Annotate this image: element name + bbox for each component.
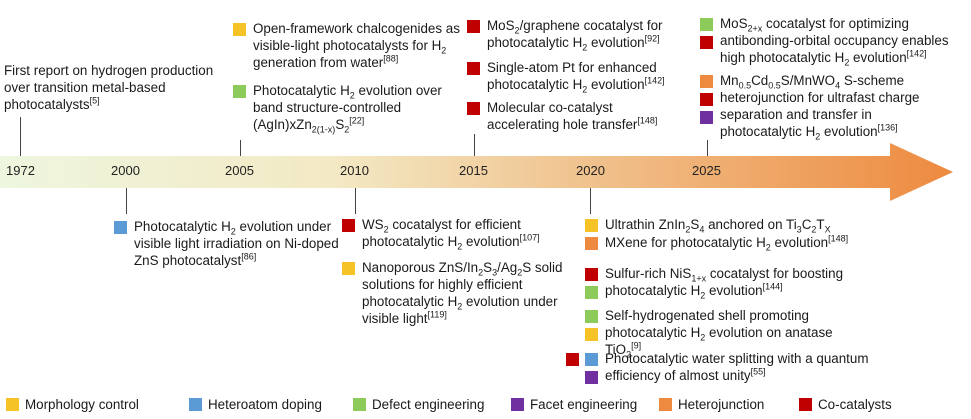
cocatalyst-swatch	[467, 62, 480, 75]
event-2020-mxene: MXene for photocatalytic H2 evolution[14…	[585, 234, 865, 252]
morphology-control-swatch	[233, 23, 246, 36]
year-2010: 2010	[340, 163, 369, 178]
legend-swatch	[189, 398, 202, 411]
legend-defect: Defect engineering	[353, 396, 484, 413]
event-2020-znin2s4: Ultrathin ZnIn2S4 anchored on Ti3C2TX	[585, 216, 865, 234]
heteroatom-doping-swatch	[585, 353, 598, 366]
legend-cocatalysts: Co-catalysts	[799, 396, 892, 413]
legend-swatch	[799, 398, 812, 411]
cocatalyst-swatch	[342, 219, 355, 232]
heteroatom-doping-swatch	[114, 221, 127, 234]
defect-engineering-swatch	[585, 310, 598, 323]
legend-swatch	[6, 398, 19, 411]
cocatalyst-swatch	[585, 268, 598, 281]
facet-engineering-swatch	[585, 371, 598, 384]
event-2000: Photocatalytic H2 evolution under visibl…	[114, 218, 359, 269]
tick-2015	[474, 134, 475, 156]
event-2025-mos2x: MoS2+x cocatalyst for optimizing antibon…	[700, 15, 965, 67]
year-2000: 2000	[111, 163, 140, 178]
cocatalyst-swatch	[700, 36, 713, 49]
tick-2005	[240, 140, 241, 156]
morphology-control-swatch	[342, 262, 355, 275]
legend-heterojunction: Heterojunction	[659, 396, 764, 413]
cocatalyst-swatch	[467, 102, 480, 115]
tick-2020	[590, 188, 591, 214]
tick-1972	[20, 117, 21, 156]
event-1972: First report on hydrogen production over…	[4, 63, 214, 112]
event-2020-self-hydrogenated: Self-hydrogenated shell promoting photoc…	[585, 307, 865, 359]
event-2010-ws2: WS2 cocatalyst for efficient photocataly…	[342, 216, 584, 251]
event-2005-open-framework: Open-framework chalcogenides as visible-…	[233, 20, 473, 71]
event-2020-water-splitting: Photocatalytic water splitting with a qu…	[566, 350, 905, 384]
morphology-control-swatch	[585, 328, 598, 341]
event-2005-band-structure: Photocatalytic H2 evolution over band st…	[233, 82, 468, 134]
event-2025-mncds: Mn0.5Cd0.5S/MnWO4 S-scheme heterojunctio…	[700, 72, 945, 141]
legend-swatch	[511, 398, 524, 411]
tick-2000	[126, 188, 127, 214]
year-2005: 2005	[225, 163, 254, 178]
legend-swatch	[353, 398, 366, 411]
morphology-control-swatch	[585, 219, 598, 232]
cocatalyst-swatch	[566, 353, 579, 366]
event-2015-mos2-graphene: MoS2/graphene cocatalyst for photocataly…	[467, 17, 697, 52]
event-2020-nis: Sulfur-rich NiS1+x cocatalyst for boosti…	[585, 265, 850, 300]
legend-morphology: Morphology control	[6, 396, 139, 413]
year-1972: 1972	[6, 163, 35, 178]
defect-engineering-swatch	[233, 85, 246, 98]
year-2015: 2015	[459, 163, 488, 178]
heterojunction-swatch	[585, 237, 598, 250]
cocatalyst-swatch	[700, 93, 713, 106]
legend-swatch	[659, 398, 672, 411]
event-2015-single-atom-pt: Single-atom Pt for enhanced photocatalyt…	[467, 59, 697, 94]
cocatalyst-swatch	[467, 20, 480, 33]
legend-heteroatom: Heteroatom doping	[189, 396, 322, 413]
heterojunction-swatch	[700, 75, 713, 88]
facet-engineering-swatch	[700, 111, 713, 124]
year-2025: 2025	[692, 163, 721, 178]
defect-engineering-swatch	[585, 286, 598, 299]
event-2015-molecular-cocatalyst: Molecular co-catalyst accelerating hole …	[467, 99, 667, 133]
tick-2025	[707, 140, 708, 156]
tick-2010	[355, 188, 356, 214]
arrow-body	[0, 143, 953, 201]
defect-engineering-swatch	[700, 18, 713, 31]
legend-facet: Facet engineering	[511, 396, 637, 413]
event-2010-nanoporous: Nanoporous ZnS/In2S3/Ag2S solid solution…	[342, 259, 574, 327]
year-2020: 2020	[576, 163, 605, 178]
